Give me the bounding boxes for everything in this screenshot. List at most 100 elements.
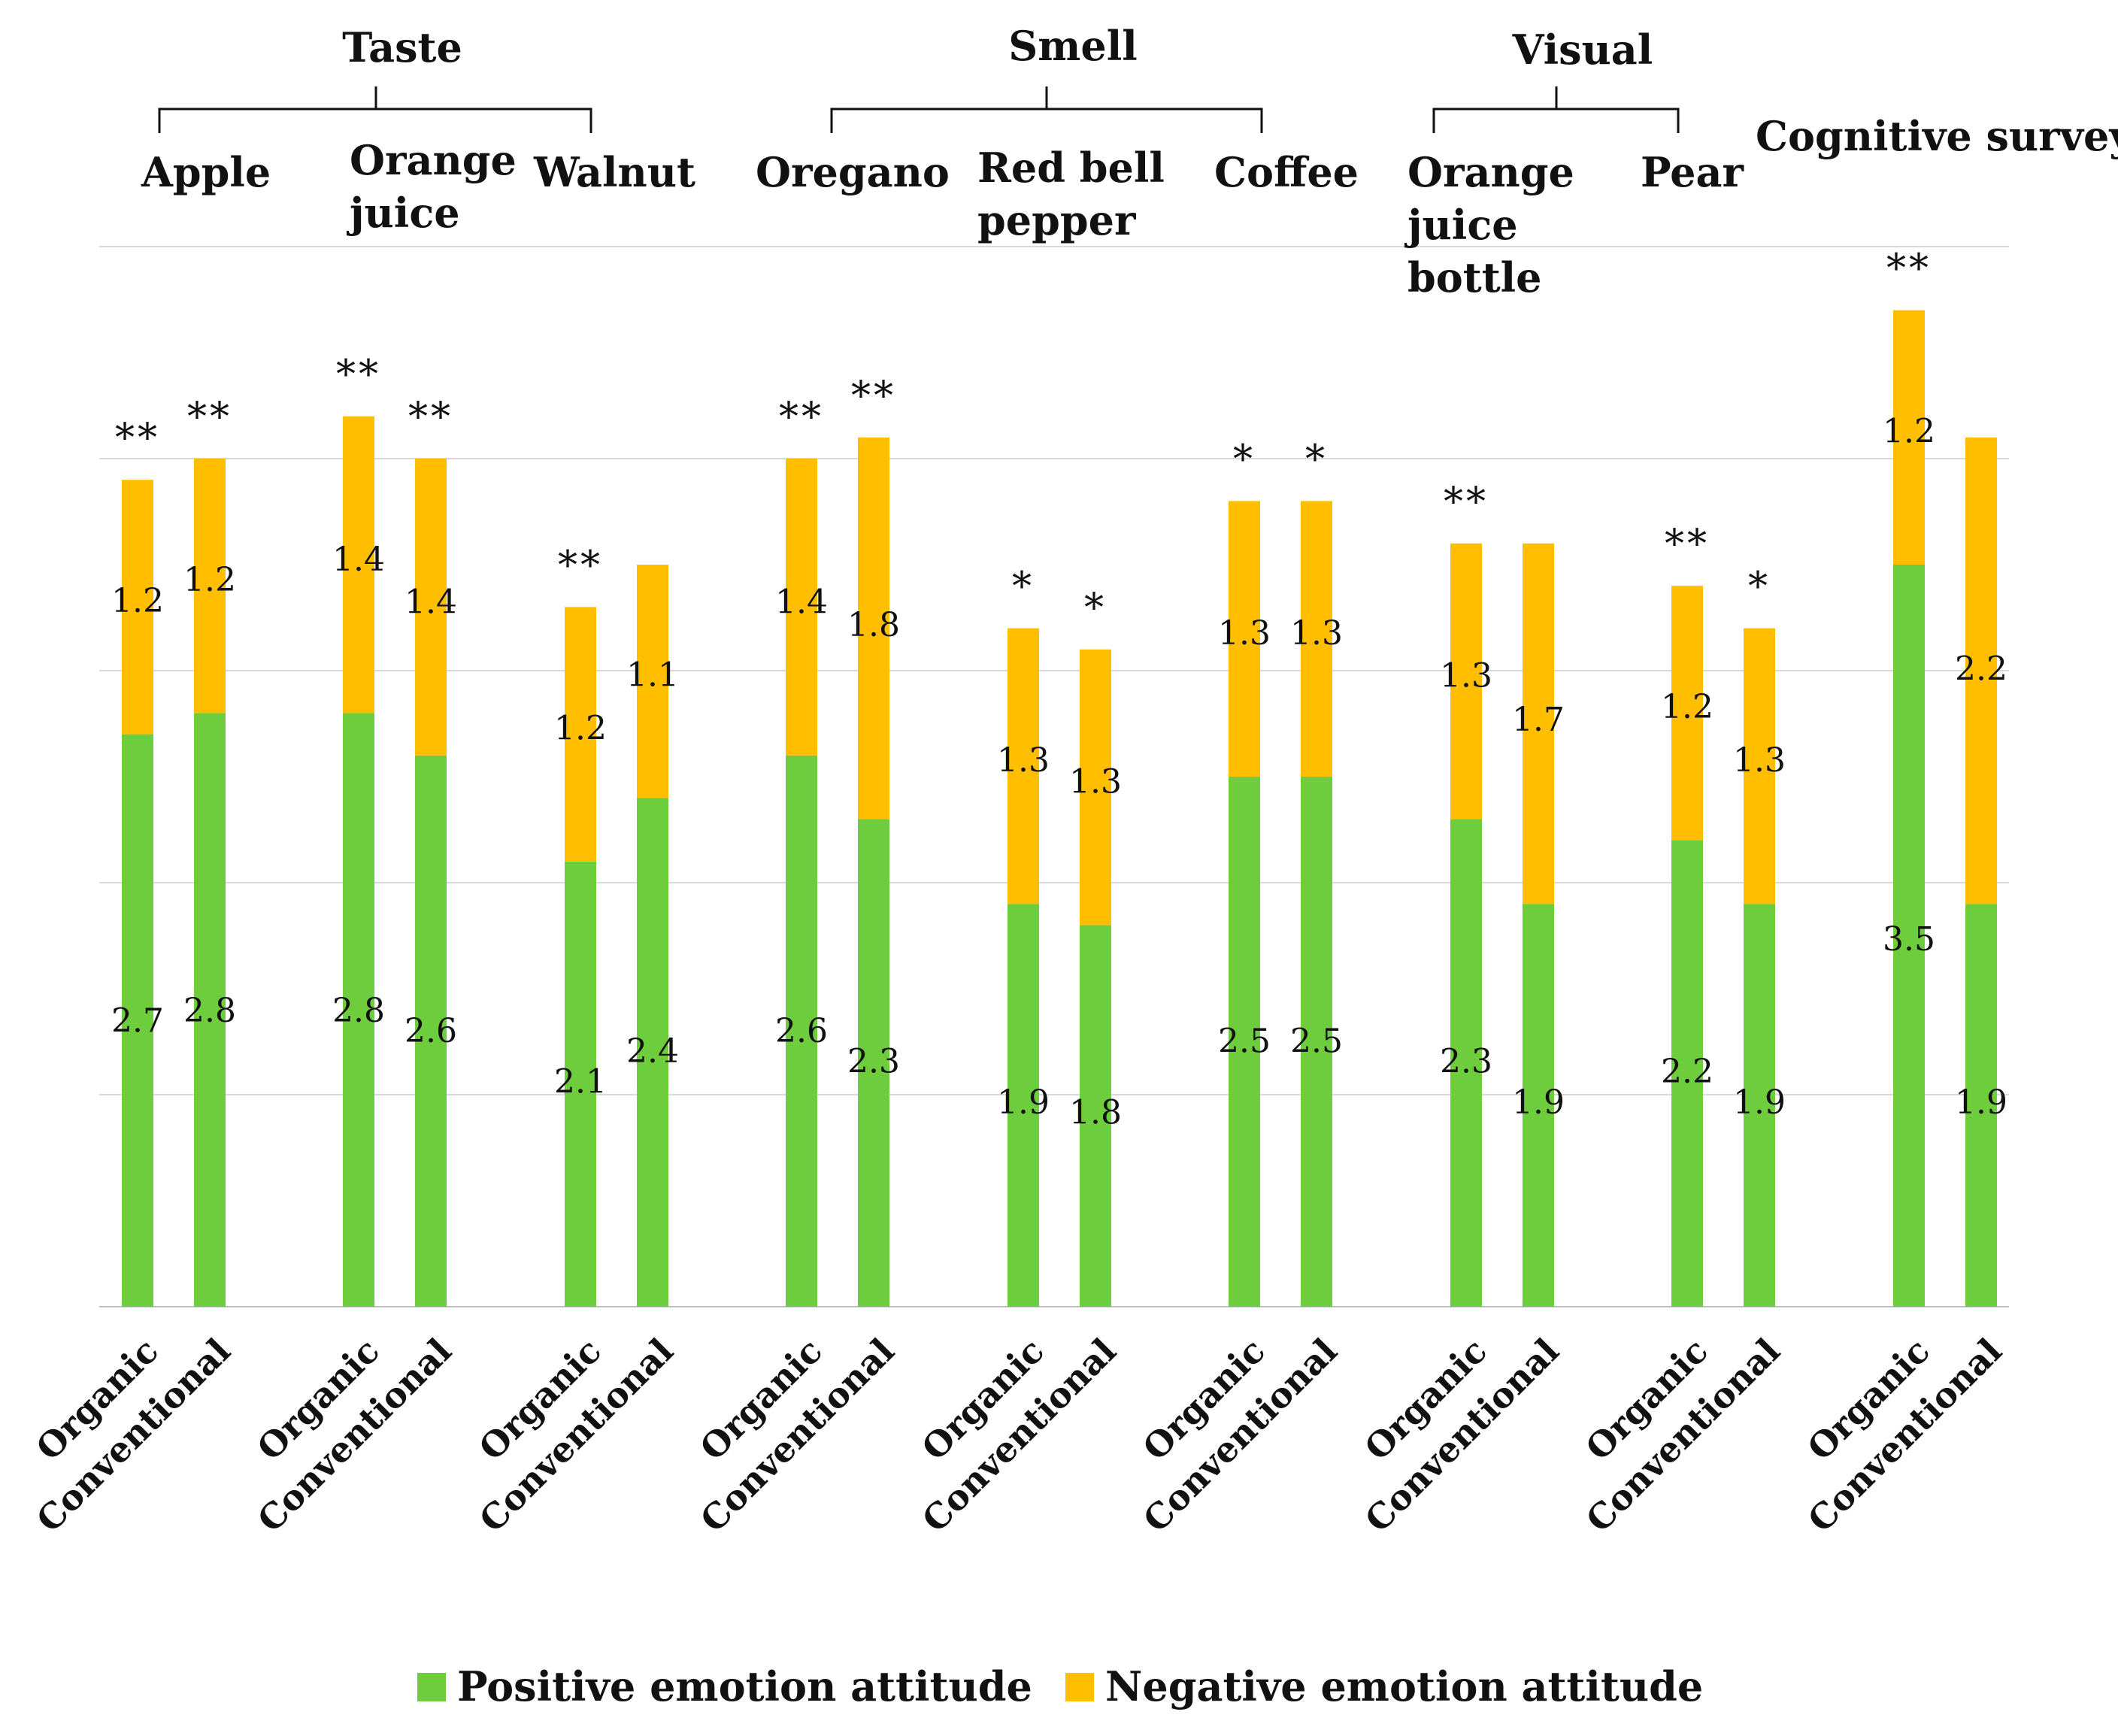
value-label-negative: 2.2 (1955, 650, 2007, 688)
bar-negative-8-1 (1965, 437, 1997, 904)
category-labels: Apple Orange juice Walnut Oregano Red bell pep… (141, 112, 2118, 301)
value-label-positive: 2.3 (1440, 1043, 1492, 1081)
value-label-negative: 1.8 (847, 606, 900, 644)
group-headers: Taste Smell Visual (158, 22, 1680, 133)
bar-positive-6-1 (1523, 904, 1554, 1307)
value-label-positive: 2.8 (332, 992, 385, 1030)
category-label-line: Orange (350, 136, 517, 184)
bar-positive-8-1 (1965, 904, 1997, 1307)
legend-swatch (1065, 1673, 1094, 1701)
category-label: Orange juice bottle (1404, 148, 1574, 301)
legend-label: Positive emotion attitude (457, 1662, 1032, 1710)
bar-negative-6-0 (1450, 543, 1482, 820)
bar-positive-1-0 (343, 713, 374, 1307)
category-label-line: Walnut (533, 148, 695, 196)
bar-negative-0-0 (122, 480, 153, 735)
category-label-line: Apple (141, 148, 271, 196)
group-bracket (1432, 86, 1680, 133)
value-label-negative: 1.3 (1218, 614, 1271, 653)
legend: Positive emotion attitude Negative emotio… (417, 1662, 1703, 1710)
bar-negative-8-0 (1893, 310, 1925, 565)
category-label: Red bell pepper (977, 144, 1165, 244)
bar-negative-3-1 (858, 437, 889, 820)
category-label-line: bottle (1407, 253, 1542, 301)
category-label-line: juice (346, 189, 460, 237)
value-label-negative: 1.2 (111, 582, 164, 620)
value-label-positive: 1.9 (1733, 1083, 1786, 1122)
significance-mark: ** (1665, 522, 1710, 567)
significance-mark: ** (336, 353, 381, 398)
value-label-negative: 1.3 (997, 741, 1050, 780)
legend-swatch (417, 1673, 446, 1701)
category-label: Apple (141, 148, 271, 196)
value-label-negative: 1.4 (775, 583, 828, 621)
value-label-positive: 2.1 (554, 1063, 607, 1101)
significance-mark: * (1748, 565, 1771, 610)
group-bracket (830, 86, 1263, 133)
significance-mark: * (1233, 437, 1256, 482)
bar-negative-4-1 (1080, 649, 1111, 926)
value-label-negative: 1.2 (1661, 688, 1713, 726)
bars (122, 310, 1997, 1307)
bar-negative-0-1 (194, 459, 226, 713)
value-label-positive: 2.6 (775, 1012, 828, 1050)
category-label-line: Red bell (977, 144, 1165, 192)
bar-positive-7-1 (1744, 904, 1775, 1307)
value-label-negative: 1.4 (405, 583, 457, 621)
significance-mark: * (1305, 437, 1328, 482)
value-label-negative: 1.3 (1290, 614, 1343, 653)
significance-mark: ** (558, 543, 603, 588)
bar-positive-3-0 (786, 755, 817, 1307)
significance-marks: ** ********** *** ** ******** (115, 247, 1932, 631)
value-label-positive: 1.8 (1069, 1093, 1122, 1132)
value-label-positive: 2.3 (847, 1043, 900, 1081)
gridlines (99, 246, 2009, 1307)
category-label-line: Orange (1407, 148, 1574, 196)
significance-mark: ** (779, 395, 824, 440)
category-label-line: pepper (977, 196, 1136, 244)
category-label-line: Cognitive survey (1756, 112, 2118, 160)
value-label-positive: 2.6 (405, 1012, 457, 1050)
significance-mark: ** (1444, 480, 1489, 525)
significance-mark: ** (1886, 247, 1932, 292)
category-label: Oregano (756, 148, 950, 196)
group-bracket (158, 86, 592, 133)
category-label: Orange juice (346, 136, 517, 237)
significance-mark: * (1084, 586, 1107, 631)
bar-negative-6-1 (1523, 543, 1554, 904)
value-labels: 2.7 1.2 2.8 1.2 2.8 1.4 2.6 1.4 2.1 1.2 2.4 1.1 2.6 1… (111, 413, 2007, 1132)
category-label-line: Pear (1641, 148, 1744, 196)
value-label-negative: 1.7 (1512, 701, 1565, 739)
bar-positive-2-0 (565, 861, 596, 1307)
value-label-negative: 1.4 (332, 541, 385, 579)
bar-positive-4-0 (1007, 904, 1039, 1307)
significance-mark: ** (851, 374, 896, 419)
bar-negative-7-0 (1671, 586, 1703, 841)
category-label: Cognitive survey (1756, 112, 2118, 160)
bar-negative-5-0 (1229, 501, 1260, 777)
bar-positive-0-1 (194, 713, 226, 1307)
bar-negative-2-0 (565, 607, 596, 862)
bar-positive-6-0 (1450, 819, 1482, 1307)
significance-mark: ** (115, 416, 160, 461)
bar-positive-5-0 (1229, 777, 1260, 1307)
value-label-positive: 2.5 (1290, 1023, 1343, 1061)
value-label-positive: 2.8 (183, 992, 236, 1030)
value-label-negative: 1.1 (626, 656, 679, 694)
legend-label: Negative emotion attitude (1105, 1662, 1703, 1710)
value-label-positive: 1.9 (1512, 1083, 1565, 1122)
group-title: Visual (1512, 26, 1653, 74)
bar-negative-4-0 (1007, 628, 1039, 904)
bar-negative-1-1 (415, 459, 447, 756)
bar-negative-7-1 (1744, 628, 1775, 904)
bar-positive-3-1 (858, 819, 889, 1307)
value-label-positive: 2.5 (1218, 1023, 1271, 1061)
significance-mark: ** (187, 395, 232, 440)
value-label-positive: 3.5 (1883, 920, 1935, 959)
category-label-line: Coffee (1214, 148, 1359, 196)
bar-positive-0-0 (122, 734, 153, 1307)
value-label-negative: 1.2 (554, 709, 607, 747)
value-label-negative: 1.3 (1440, 656, 1492, 695)
